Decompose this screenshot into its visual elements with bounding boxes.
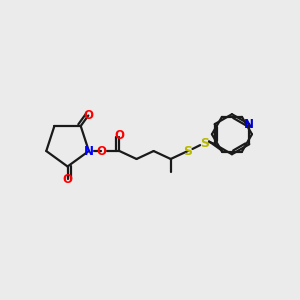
Text: O: O — [97, 145, 107, 158]
Text: O: O — [63, 173, 73, 186]
Text: O: O — [115, 129, 124, 142]
Text: S: S — [183, 145, 192, 158]
Text: N: N — [84, 145, 94, 158]
Text: O: O — [83, 109, 93, 122]
Text: N: N — [244, 118, 254, 131]
Text: S: S — [200, 136, 209, 150]
